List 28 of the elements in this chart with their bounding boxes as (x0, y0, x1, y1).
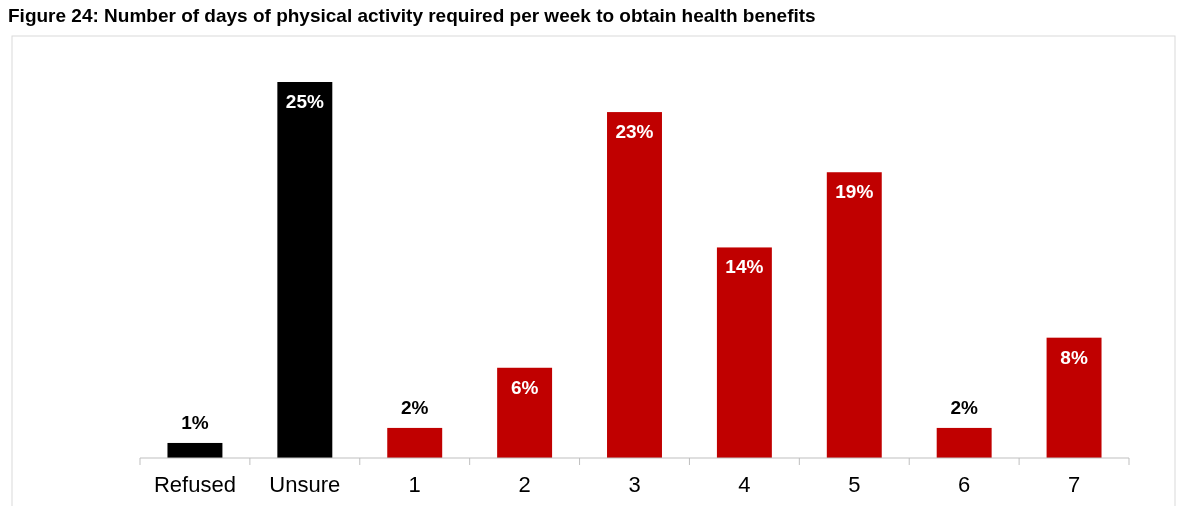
data-label: 19% (835, 181, 874, 203)
x-tick-label: 4 (738, 472, 751, 497)
x-tick-label: 3 (628, 472, 641, 497)
data-label: 2% (950, 396, 978, 418)
x-tick-label: Unsure (269, 472, 341, 497)
data-label: 23% (615, 121, 654, 143)
data-label: 14% (725, 256, 764, 278)
bar (1046, 337, 1102, 458)
x-tick-label: 1 (408, 472, 421, 497)
bar (167, 442, 223, 458)
bar (607, 112, 662, 458)
chart-title: Figure 24: Number of days of physical activity required per week to obtain health benefits (8, 5, 816, 26)
data-label: 2% (400, 396, 429, 418)
bar (277, 82, 333, 458)
x-tick-label: 2 (518, 472, 531, 497)
x-tick-label: 5 (848, 472, 861, 497)
data-label: 1% (181, 411, 209, 433)
data-label: 25% (285, 91, 324, 112)
bar (497, 367, 553, 458)
bar (936, 427, 992, 458)
x-tick-label: Refused (153, 472, 236, 497)
bar (716, 247, 772, 458)
bar (826, 172, 882, 458)
bar (387, 427, 443, 458)
x-tick-label: 7 (1067, 472, 1081, 497)
data-label: 6% (510, 376, 539, 398)
x-tick-label: 6 (958, 472, 971, 497)
data-label: 8% (1060, 346, 1088, 368)
